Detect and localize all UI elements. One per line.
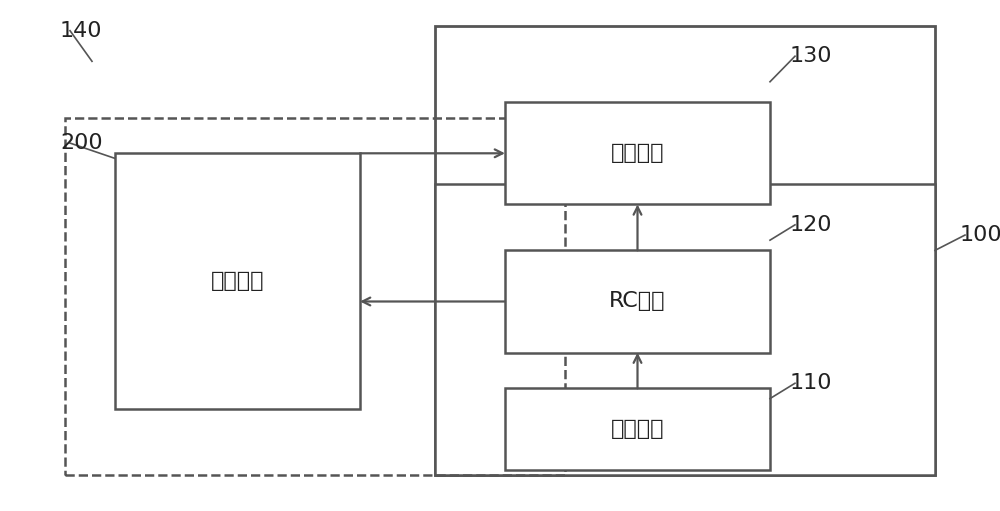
Text: 120: 120 [790,215,832,235]
Text: 比较判断: 比较判断 [611,143,664,164]
Bar [435,184,935,475]
Bar [65,118,565,475]
Text: 130: 130 [790,46,832,66]
Text: 140: 140 [60,20,103,41]
Text: 100: 100 [960,225,1000,245]
Bar [505,388,770,470]
Bar [505,250,770,353]
Text: RC振荡: RC振荡 [609,291,666,312]
Text: 感测线路: 感测线路 [211,271,264,291]
Text: 信号产生: 信号产生 [611,419,664,439]
Bar [115,153,360,409]
Text: 110: 110 [790,373,832,393]
Text: 200: 200 [60,133,103,153]
Bar [505,102,770,204]
Bar [435,26,935,475]
